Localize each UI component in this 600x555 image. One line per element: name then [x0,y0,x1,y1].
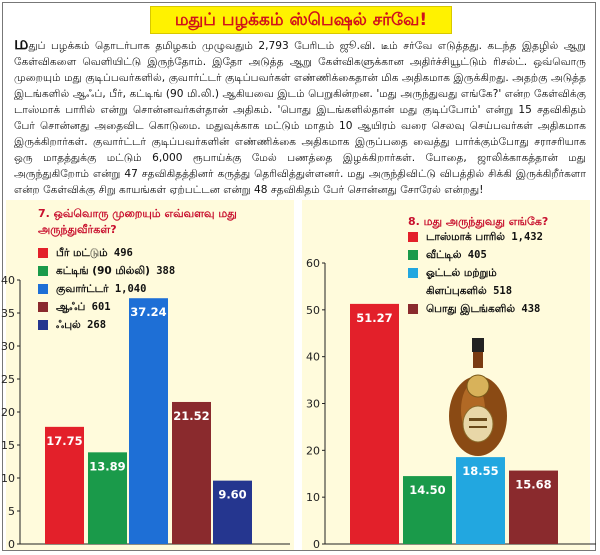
bar-value-label: 9.60 [218,488,246,502]
legend-label: வீட்டில் [426,249,462,261]
bar [350,303,399,544]
legend-swatch [38,320,48,330]
y-tick-label: 20 [306,444,320,457]
legend-item: பீர் மட்டும் 496 [38,244,175,262]
bar-value-label: 18.55 [462,464,498,478]
legend-count: 496 [107,247,133,259]
legend-q7: பீர் மட்டும் 496 கட்டிங் (90 மில்லி) 388 க… [38,244,175,334]
bar [456,457,505,544]
y-tick-label: 15 [1,439,15,452]
legend-count: 388 [149,265,176,277]
bar-value-label: 14.50 [409,483,445,497]
bar [509,470,558,544]
article-body: துப் பழக்கம் தொடர்பாக தமிழகம் முழுவதும் … [14,40,586,196]
legend-count: 601 [85,301,111,313]
bar-value-label: 17.75 [46,434,82,448]
legend-swatch [38,248,48,258]
bar-value-label: 15.68 [515,478,551,492]
legend-swatch [38,302,48,312]
legend-swatch [38,284,48,294]
legend-item: வீட்டில் 405 [408,246,543,264]
page-frame [2,2,596,551]
chart-title-q8: 8. மது அருந்துவது எங்கே? [408,215,549,228]
legend-count: 438 [515,303,541,315]
y-tick-label: 30 [306,398,320,411]
y-tick-label: 40 [306,351,320,364]
panel-divider [296,200,300,550]
article-text: மதுப் பழக்கம் தொடர்பாக தமிழகம் முழுவதும்… [14,35,586,198]
legend-swatch [408,304,418,314]
legend-count: 518 [486,285,513,297]
legend-q8: டாஸ்மாக் பாரில் 1,432 வீட்டில் 405 ஓட்டல் … [408,228,543,318]
y-tick-label: 35 [1,307,15,320]
bar [129,298,168,544]
y-tick-label: 5 [8,505,15,518]
bar-value-label: 51.27 [356,311,392,325]
chart-title-q7: 7. ஒவ்வொரு முறையும் எவ்வளவு மது அருந்துவ… [38,207,237,236]
y-tick-label: 20 [1,406,15,419]
bar-value-label: 21.52 [173,409,209,423]
legend-label: கிளப்புகளில் [426,285,487,297]
legend-item: கட்டிங் (90 மில்லி) 388 [38,262,175,280]
legend-swatch [408,232,418,242]
legend-count: 1,040 [108,283,147,295]
bar [45,426,84,544]
legend-item: பொது இடங்களில் 438 [408,300,543,318]
legend-label: ஃபுல் [56,319,81,331]
y-tick-label: 10 [306,491,320,504]
bar [172,401,211,544]
legend-label: ஆஃப் [56,301,86,313]
legend-item: டாஸ்மாக் பாரில் 1,432 [408,228,543,246]
y-tick-label: 0 [313,538,320,551]
bar [213,480,252,544]
legend-count: 405 [461,249,487,261]
y-tick-label: 10 [1,472,15,485]
y-tick-label: 30 [1,340,15,353]
bar-value-label: 37.24 [130,305,166,319]
legend-label: கட்டிங் (90 மில்லி) [56,265,150,277]
legend-swatch [408,250,418,260]
y-tick-label: 60 [306,257,320,270]
y-tick-label: 0 [8,538,15,551]
legend-label: டாஸ்மாக் பாரில் [426,231,506,243]
legend-item: ஃபுல் 268 [38,316,175,334]
bar-value-label: 13.89 [89,459,125,473]
y-tick-label: 50 [306,304,320,317]
legend-item: ஓட்டல் மற்றும் கிளப்புகளில் 518 [408,264,543,300]
drop-cap: ம [14,33,29,54]
legend-label: ஓட்டல் மற்றும் [426,267,497,279]
page-title: மதுப் பழக்கம் ஸ்பெஷல் சர்வே! [150,6,452,34]
bar [403,476,452,544]
y-tick-label: 25 [1,373,15,386]
liquor-bottle-icon [449,338,507,456]
legend-count: 1,432 [505,231,543,243]
legend-item: ஆஃப் 601 [38,298,175,316]
legend-count: 268 [80,319,107,331]
legend-label: பீர் மட்டும் [56,247,108,259]
legend-swatch [408,268,418,278]
bar [88,452,127,544]
legend-swatch [38,266,48,276]
legend-item: குவார்ட்டர் 1,040 [38,280,175,298]
y-tick-label: 40 [1,274,15,287]
legend-label: குவார்ட்டர் [56,283,109,295]
legend-label: பொது இடங்களில் [426,303,516,315]
